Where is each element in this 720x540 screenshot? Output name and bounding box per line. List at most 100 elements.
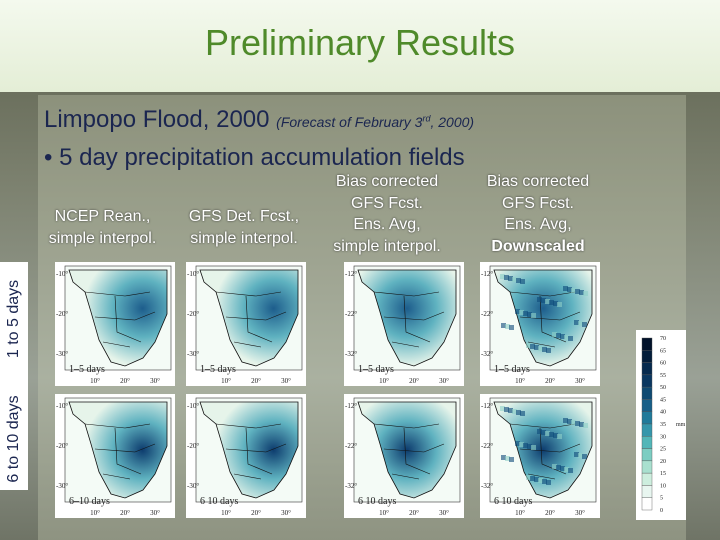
subtitle-main: Limpopo Flood, 2000 (44, 106, 270, 133)
lon-label: 20° (409, 509, 419, 517)
lon-label: 30° (575, 377, 585, 385)
grid-cell (531, 445, 536, 450)
header-line: GFS Fcst. (351, 194, 423, 212)
period-label: 1–5 days (200, 364, 236, 375)
colorbar-cell (641, 350, 653, 363)
grid-cell (500, 406, 505, 411)
column-header: Bias corrected GFS Fcst. Ens. Avg, Downscal… (473, 171, 603, 257)
lat-label: -22° (481, 310, 493, 318)
grid-cell (568, 468, 573, 473)
colorbar-cell (641, 423, 653, 437)
period-label: 1–5 days (494, 364, 530, 375)
lon-label: 30° (439, 509, 449, 517)
grid-cell (516, 278, 521, 283)
lat-label: -30° (56, 350, 68, 358)
lat-label: -20° (187, 310, 199, 318)
lat-label: -10° (56, 270, 68, 278)
column-header: GFS Det. Fcst., simple interpol. (178, 206, 310, 249)
grid-cell (556, 333, 561, 338)
period-label: 1–5 days (358, 364, 394, 375)
lon-label: 30° (150, 509, 160, 517)
column-header: Bias corrected GFS Fcst. Ens. Avg, simple i… (316, 171, 458, 257)
land (357, 401, 457, 499)
row-label: 1 to 5 days (5, 279, 22, 359)
grid-cell (574, 320, 579, 325)
grid-cell (504, 275, 509, 280)
grid-cell (508, 408, 513, 413)
lon-label: 20° (251, 377, 261, 385)
grid-cell (568, 336, 573, 341)
lon-label: 30° (281, 509, 291, 517)
note-text: , 2000) (430, 114, 475, 130)
grid-cell (560, 334, 565, 339)
borders (84, 291, 156, 348)
colorbar-tick: 15 (660, 471, 666, 477)
colorbar-tick: 45 (660, 397, 666, 403)
lat-label: -10° (187, 270, 199, 278)
map-panel: -12° -22° -32° 10° 20° 30° 6 10 days (480, 394, 600, 518)
grid-cell (505, 324, 510, 329)
colorbar-tick: 40 (660, 410, 666, 416)
borders (509, 423, 581, 480)
grid-cell (549, 432, 554, 437)
lon-label: 20° (120, 509, 130, 517)
colorbar: 70 65 60 55 50 45 40 35 30 25 20 15 10 5 0 mm (636, 330, 686, 520)
grid-cell (557, 302, 562, 307)
grid-cell (582, 322, 587, 327)
land (493, 401, 593, 499)
borders (509, 291, 581, 348)
grid-cell (531, 313, 536, 318)
grid-cell (505, 456, 510, 461)
grid-cell (526, 343, 531, 348)
header-line: Bias corrected (335, 173, 439, 190)
colorbar-cell (641, 485, 653, 498)
grid-cell (519, 442, 524, 447)
grid-cell (530, 476, 535, 481)
header-line: GFS Fcst. (502, 194, 574, 212)
header-line: GFS Det. Fcst., (188, 208, 300, 225)
lat-label: -12° (345, 402, 357, 410)
grid-cell (527, 312, 532, 317)
header-line: Ens. Avg, (504, 216, 572, 233)
lat-label: -20° (56, 442, 68, 450)
lon-label: 10° (221, 377, 231, 385)
colorbar-tick: 50 (660, 385, 666, 391)
grid-cell (530, 344, 535, 349)
subtitle: Limpopo Flood, 2000 (Forecast of Februar… (44, 106, 474, 134)
borders (215, 423, 287, 480)
grid-cell (549, 300, 554, 305)
bullet: • 5 day precipitation accumulation field… (44, 144, 465, 171)
lon-label: 20° (409, 377, 419, 385)
header-line: simple interpol. (190, 229, 298, 247)
lat-label: -12° (481, 270, 493, 278)
period-label: 6–10 days (69, 496, 110, 507)
colorbar-tick: 0 (660, 508, 663, 514)
lon-label: 10° (221, 509, 231, 517)
lon-label: 10° (379, 377, 389, 385)
bullet-text: 5 day precipitation accumulation fields (59, 144, 465, 171)
grid-cell (579, 290, 584, 295)
header-line: simple interpol. (333, 237, 441, 255)
colorbar-tick: 65 (660, 348, 666, 354)
grid-cell (504, 407, 509, 412)
colorbar-tick: 25 (660, 447, 666, 453)
colorbar-tick: 35 (660, 422, 666, 428)
title-band (0, 0, 720, 92)
grid-cell (537, 297, 542, 302)
grid-cell (579, 422, 584, 427)
map-panel: -10° -20° -30° 10° 20° 30° 1–5 days (186, 262, 306, 386)
grid-cell (578, 453, 583, 458)
colorbar-cell (641, 374, 653, 388)
colorbar-cell (641, 386, 653, 400)
lat-label: -32° (345, 350, 357, 358)
grid-cell (563, 418, 568, 423)
colorbar-tick: 5 (660, 496, 663, 502)
period-label: 6 10 days (358, 496, 396, 507)
colorbar-tick: 30 (660, 434, 666, 440)
grid-cell (520, 411, 525, 416)
column-header: NCEP Rean., simple interpol. (40, 206, 165, 249)
grid-cell (512, 277, 517, 282)
grid-cell (534, 345, 539, 350)
lon-label: 20° (545, 377, 555, 385)
